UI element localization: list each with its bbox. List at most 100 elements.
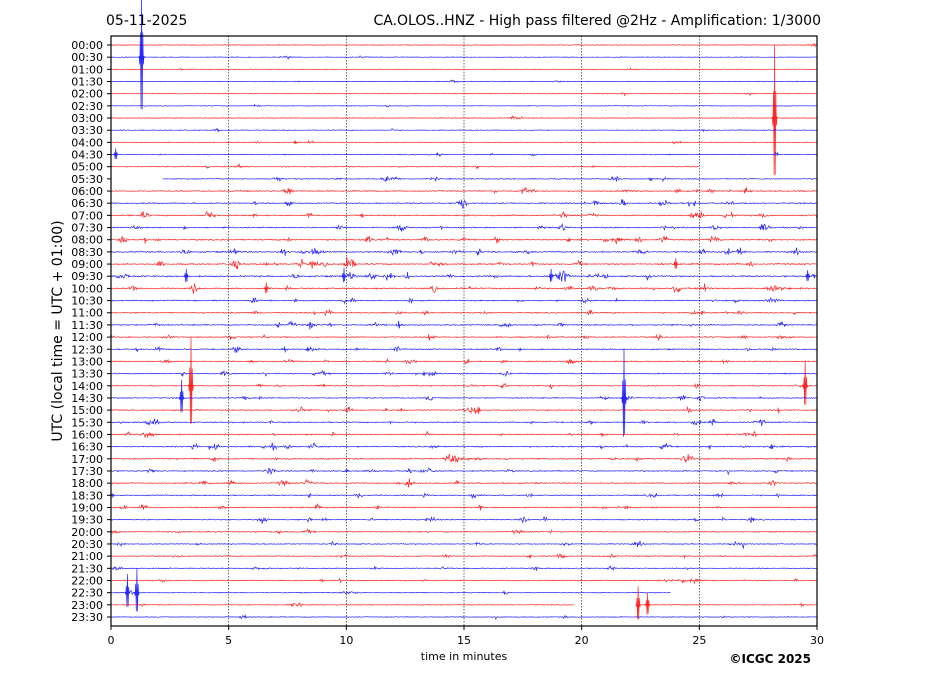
trace-1130: [110, 320, 817, 330]
y-tick-label: 20:00: [71, 526, 103, 539]
y-tick-label: 01:00: [71, 63, 103, 76]
date-label: 05-11-2025: [106, 13, 187, 29]
y-tick-label: 00:00: [71, 39, 103, 52]
trace-0730: [110, 223, 818, 232]
trace-0000: [110, 43, 818, 48]
traces: [110, 0, 818, 621]
trace-0130: [111, 79, 817, 84]
y-tick-label: 18:00: [71, 477, 103, 490]
trace-2100: [110, 553, 818, 560]
y-tick-label: 08:00: [71, 234, 103, 247]
y-tick-label: 03:30: [71, 124, 103, 137]
y-tick-label: 14:30: [71, 392, 103, 405]
trace-0700: [110, 210, 818, 219]
trace-2030: [111, 540, 817, 550]
trace-2200: [110, 577, 818, 585]
y-tick-label: 14:00: [71, 380, 103, 393]
y-tick-label: 00:30: [71, 51, 103, 64]
y-tick-label: 21:30: [71, 562, 103, 575]
y-tick-label: 22:30: [71, 587, 103, 600]
y-tick-label: 08:30: [71, 246, 103, 259]
trace-0030: [111, 0, 818, 110]
copyright: ©ICGC 2025: [729, 652, 811, 666]
y-tick-label: 01:30: [71, 76, 103, 89]
trace-0330: [110, 127, 818, 133]
trace-0930: [110, 267, 818, 283]
y-tick-label: 20:30: [71, 538, 103, 551]
trace-1830: [110, 492, 818, 500]
trace-1630: [110, 441, 818, 451]
y-tick-label: 16:30: [71, 441, 103, 454]
trace-2130: [110, 565, 818, 571]
trace-1500: [110, 406, 818, 414]
y-tick-label: 23:30: [71, 611, 103, 624]
y-tick-label: 07:00: [71, 209, 103, 222]
y-tick-label: 19:00: [71, 501, 103, 514]
trace-0900: [110, 257, 818, 270]
y-tick-label: 02:30: [71, 100, 103, 113]
x-tick-label: 10: [339, 634, 353, 647]
trace-1430: [110, 348, 818, 437]
y-tick-label: 11:30: [71, 319, 103, 332]
x-axis: 0 5 10 15 20 25 30: [108, 626, 824, 647]
y-tick-label: 04:00: [71, 136, 103, 149]
y-tick-label: 10:30: [71, 295, 103, 308]
trace-0530: [162, 175, 818, 183]
y-tick-label: 11:00: [71, 307, 103, 320]
trace-1400: [110, 336, 818, 424]
x-tick-label: 0: [108, 634, 115, 647]
trace-0400: [110, 139, 818, 145]
trace-1230: [110, 345, 818, 353]
y-tick-label: 16:00: [71, 428, 103, 441]
x-tick-label: 20: [575, 634, 589, 647]
trace-2300: [110, 586, 818, 620]
y-tick-label: 18:30: [71, 489, 103, 502]
y-tick-label: 02:00: [71, 88, 103, 101]
trace-1800: [110, 478, 818, 488]
trace-1330: [110, 369, 818, 378]
x-tick-label: 5: [225, 634, 232, 647]
y-tick-label: 07:30: [71, 222, 103, 235]
y-tick-label: 12:30: [71, 343, 103, 356]
trace-0630: [110, 199, 818, 209]
grid: [228, 36, 700, 626]
y-tick-label: 21:00: [71, 550, 103, 563]
trace-2000: [110, 528, 817, 535]
trace-1100: [110, 308, 818, 316]
y-tick-label: 05:00: [71, 161, 103, 174]
trace-1730: [111, 467, 818, 476]
trace-1600: [111, 430, 818, 438]
y-tick-label: 12:00: [71, 331, 103, 344]
trace-1530: [111, 418, 818, 427]
y-tick-label: 17:00: [71, 453, 103, 466]
x-tick-label: 15: [457, 634, 471, 647]
y-tick-label: 13:00: [71, 355, 103, 368]
y-tick-label: 04:30: [71, 149, 103, 162]
trace-0830: [110, 247, 818, 257]
trace-1930: [110, 515, 818, 524]
y-tick-label: 09:00: [71, 258, 103, 271]
y-tick-label: 03:00: [71, 112, 103, 125]
trace-0100: [111, 67, 818, 71]
trace-1030: [110, 297, 818, 305]
trace-0600: [111, 187, 818, 195]
y-tick-label: 06:00: [71, 185, 103, 198]
trace-0200: [111, 92, 818, 97]
chart-title: CA.OLOS..HNZ - High pass filtered @2Hz -…: [373, 13, 821, 29]
y-tick-label: 19:30: [71, 514, 103, 527]
trace-0300: [110, 44, 818, 175]
trace-1300: [110, 357, 818, 365]
x-axis-label: time in minutes: [421, 650, 508, 663]
trace-1200: [110, 333, 818, 342]
trace-0800: [110, 235, 818, 245]
y-tick-label: 10:00: [71, 282, 103, 295]
x-tick-label: 25: [692, 634, 706, 647]
y-tick-label: 09:30: [71, 270, 103, 283]
y-tick-label: 22:00: [71, 574, 103, 587]
y-tick-label: 17:30: [71, 465, 103, 478]
y-tick-label: 23:00: [71, 599, 103, 612]
y-tick-label: 15:30: [71, 416, 103, 429]
trace-2330: [110, 614, 818, 621]
y-tick-label: 06:30: [71, 197, 103, 210]
